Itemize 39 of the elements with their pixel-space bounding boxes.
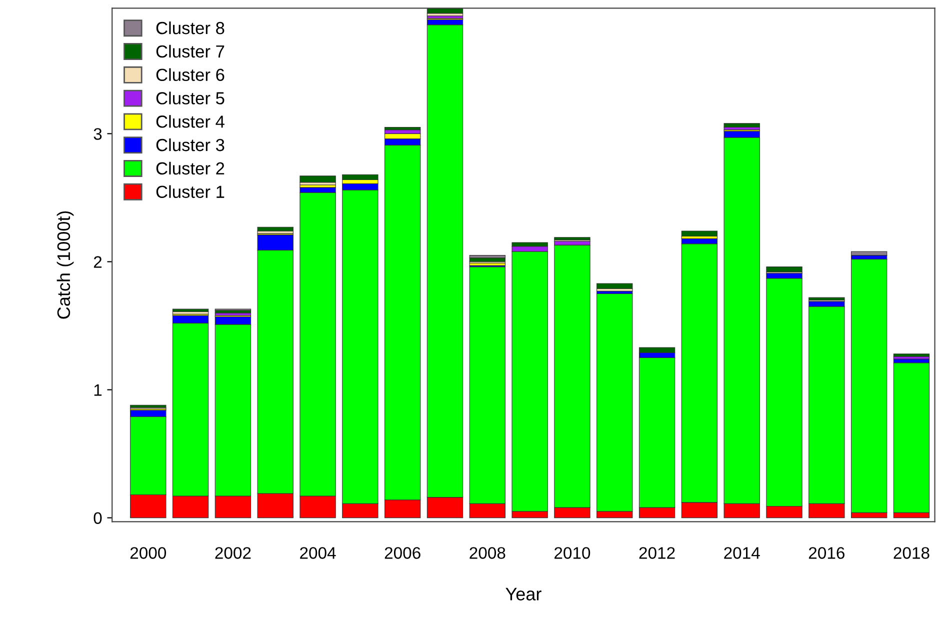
x-tick-label: 2012 [639, 547, 675, 559]
y-axis-title: Catch (1000t) [56, 211, 74, 319]
legend-label: Cluster 8 [156, 21, 224, 34]
bar [130, 404, 166, 408]
bar [469, 258, 506, 262]
bar [893, 354, 930, 357]
bar [681, 230, 718, 236]
x-tick-label: 2018 [894, 547, 930, 559]
x-tick-label: 2006 [384, 547, 420, 559]
y-tick-label: 1 [94, 384, 102, 396]
y-tick-label: 2 [94, 256, 102, 268]
x-tick-label: 2004 [300, 547, 336, 559]
legend-label: Cluster 1 [156, 185, 224, 198]
bar [257, 226, 294, 232]
x-tick-label: 2008 [470, 547, 506, 559]
bar [214, 310, 252, 314]
y-tick-label: 3 [94, 128, 102, 140]
x-tick-label: 2000 [130, 547, 166, 559]
legend-label: Cluster 2 [156, 162, 224, 175]
y-tick-label: 0 [94, 512, 102, 524]
bar [342, 174, 378, 180]
legend-label: Cluster 3 [156, 138, 224, 152]
bar [596, 283, 633, 289]
legend-label: Cluster 4 [156, 115, 224, 128]
legend-label: Cluster 6 [156, 68, 224, 82]
legend-label: Cluster 7 [156, 44, 224, 58]
bar [300, 176, 336, 183]
bar [172, 308, 209, 312]
bar [724, 123, 760, 128]
bar [384, 126, 421, 130]
bar [426, 8, 464, 14]
bar [850, 251, 888, 256]
x-axis-title: Year [506, 588, 542, 600]
x-tick-label: 2016 [808, 547, 844, 559]
x-tick-label: 2010 [554, 547, 590, 559]
bar [469, 255, 506, 258]
x-tick-label: 2002 [215, 547, 251, 559]
x-tick-label: 2014 [724, 547, 760, 559]
legend-label: Cluster 5 [156, 92, 224, 104]
